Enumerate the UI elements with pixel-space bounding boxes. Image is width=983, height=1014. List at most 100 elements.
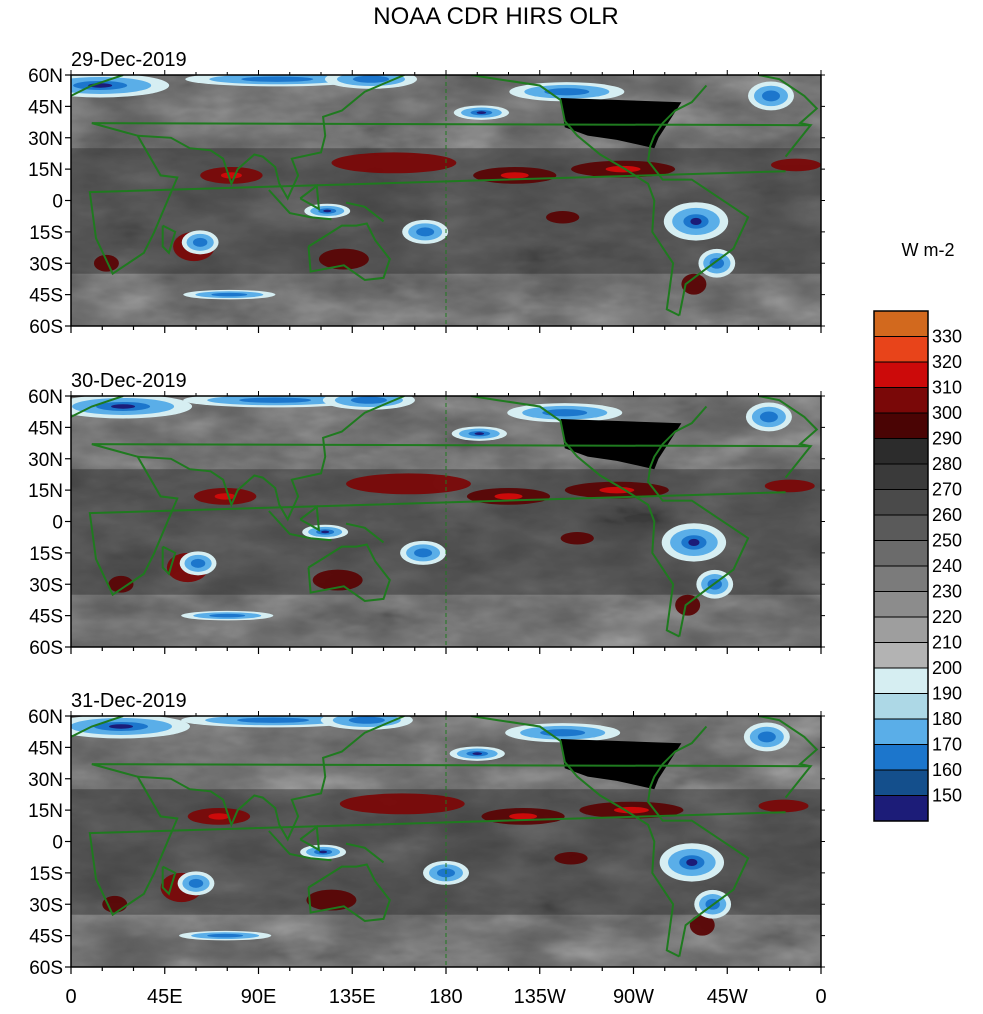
colorbar: 330 320 310 300 290 280 270 260 250 240 230 220 210 2… [873,310,962,822]
colorbar-swatch [873,438,929,465]
deep-convection-core [321,530,330,534]
x-axis: 0 45E 90E 135E 180 135W 90W 45W 0 [65,986,826,1008]
y-tick-label: 15S [29,864,63,885]
coastline [71,716,124,738]
y-tick-label: 0 [52,513,63,534]
coastline [299,825,321,852]
deep-convection-core [474,432,485,435]
cloud-core [350,396,387,404]
cloud-core [709,257,725,269]
coastline [345,201,385,223]
coastline [470,396,680,638]
colorbar-swatch [873,387,929,414]
y-tick-label: 45S [29,927,63,948]
y-tick-label: 30N [28,450,63,471]
y-tick-label: 0 [52,192,63,213]
colorbar-swatch [873,642,929,669]
x-tick-label: 45W [707,986,748,1008]
coastline [137,75,405,201]
coastline [71,396,124,418]
colorbar-level-label: 280 [932,454,962,474]
warm-olr-patch [546,210,580,224]
cloud-core [237,717,310,723]
deep-convection-core [686,858,698,867]
colorbar-swatch [873,565,929,592]
colorbar-swatch [873,795,929,822]
warm-olr-patch [93,254,119,272]
coastline [88,443,813,597]
colorbar-swatch [873,769,929,796]
x-tick-label: 180 [429,986,462,1008]
chart-title: NOAA CDR HIRS OLR [373,3,618,30]
colorbar-swatch [873,693,929,720]
x-tick-label: 45E [147,986,183,1008]
colorbar-level-label: 150 [932,786,962,806]
cloud-core [348,716,385,724]
y-tick-label: 30N [28,129,63,150]
x-tick-label: 90E [241,986,277,1008]
land-mask-usa [560,419,682,470]
y-tick-label: 15S [29,223,63,244]
y-tick-label: 15N [28,481,63,502]
y-tick-label: 60S [29,958,63,979]
cloud-core [190,558,206,568]
cloud-core [542,409,588,417]
x-tick-label: 135W [514,986,566,1008]
warm-olr-patch [306,889,357,911]
coastline [307,543,391,603]
warm-olr-patch [689,914,715,936]
panel-date-label: 29-Dec-2019 [71,49,187,71]
colorbar-level-label: 260 [932,505,962,525]
x-tick-label: 0 [65,986,76,1008]
coastline [161,224,177,255]
cloud-core [239,397,312,403]
y-tick-label: 60N [28,66,63,87]
colorbar-swatch [873,463,929,490]
hot-olr-core [214,493,236,500]
y-tick-label: 60S [29,317,63,338]
hot-olr-core [509,813,538,820]
coastline [647,725,750,957]
coastline [88,122,813,276]
coastline [307,222,391,282]
map-panel-2: 30-Dec-2019 60N 45N 30N 15N 0 15S 30S 45S 60S [28,370,825,659]
warm-olr-patch [758,799,809,813]
cloud-core [414,548,433,558]
cloud-core [544,88,590,96]
y-tick-label: 45N [28,738,63,759]
hot-olr-core [208,813,230,820]
warm-olr-patch [108,575,134,593]
colorbar-level-label: 160 [932,760,962,780]
deep-convection-core [323,209,332,213]
map-panel-1: 29-Dec-2019 60N 45N 30N 15N 0 15S 30S 45S 60S [28,49,825,338]
colorbar-level-label: 300 [932,403,962,423]
deep-convection-core [472,752,483,756]
cloud-core [762,90,780,102]
cloud-core [759,411,778,423]
y-tick-label: 60S [29,638,63,659]
y-tick-label: 30S [29,895,63,916]
coastline [88,763,813,917]
warm-olr-patch [681,273,707,295]
y-tick-label: 15N [28,801,63,822]
deep-convection-core [109,724,133,729]
warm-olr-patch [560,531,594,545]
cloud-core [211,292,248,297]
x-tick-label: 90W [613,986,654,1008]
colorbar-level-label: 180 [932,709,962,729]
coastline [345,842,385,864]
colorbar-level-label: 250 [932,531,962,551]
colorbar-level-label: 240 [932,556,962,576]
colorbar-swatch [873,361,929,388]
coastline [268,510,332,542]
deep-convection-core [319,850,328,854]
deep-convection-core [111,404,136,409]
land-mask-usa [560,98,682,149]
coastline [647,405,750,637]
colorbar-level-label: 310 [932,378,962,398]
panel-date-label: 30-Dec-2019 [71,370,187,392]
colorbar-swatch [873,667,929,694]
coastline [758,396,819,448]
hot-olr-core [599,486,635,494]
